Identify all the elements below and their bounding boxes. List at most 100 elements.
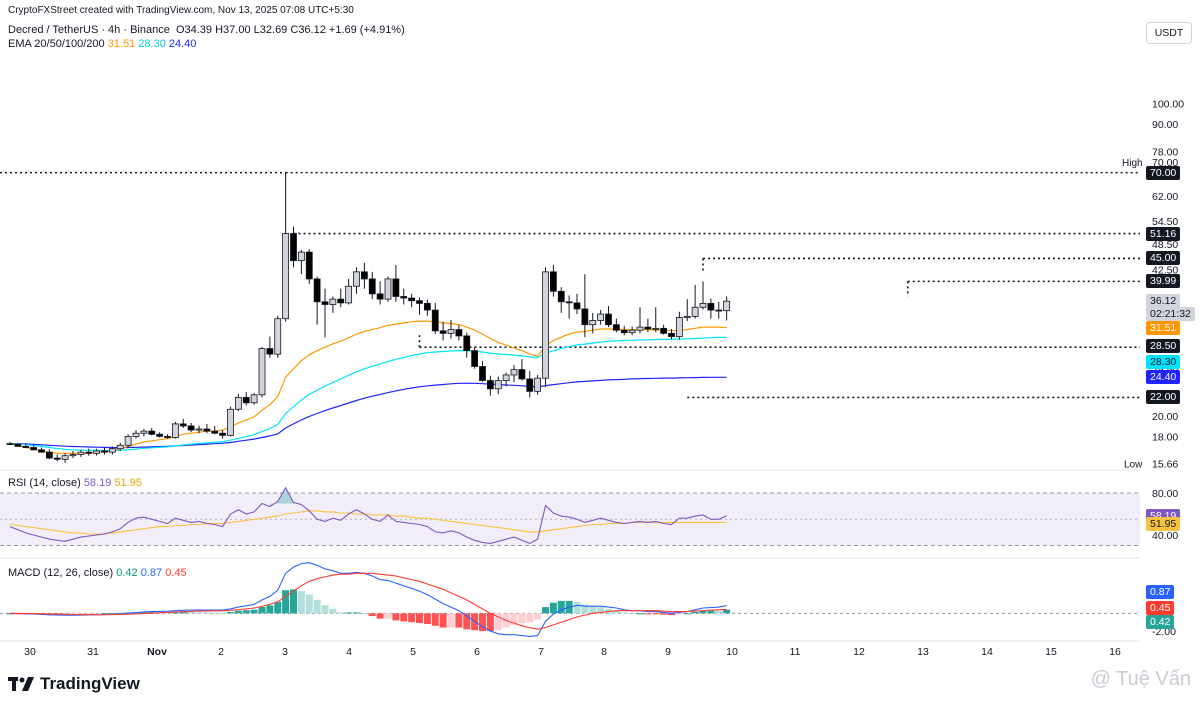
candle-down — [486, 380, 494, 390]
time-tick-label: 2 — [218, 646, 224, 658]
macd-histogram-bar — [620, 612, 628, 614]
candle-up — [297, 251, 305, 262]
ohlc-high: H37.00 — [215, 24, 251, 36]
candle-up — [510, 369, 518, 376]
candle-down — [581, 308, 589, 326]
candle-down — [266, 348, 274, 355]
macd-histogram-bar — [510, 613, 518, 625]
macd-signal-pill: 0.45 — [1146, 601, 1175, 616]
macd-histogram-bar — [581, 604, 589, 614]
macd-histogram-bar — [195, 612, 203, 614]
candle-up — [108, 448, 116, 453]
price-tick-label: 54.50 — [1152, 216, 1178, 228]
macd-histogram-bar — [69, 613, 77, 615]
candle-up — [132, 432, 140, 437]
macd-histogram-bar — [691, 612, 699, 614]
candle-down — [203, 428, 211, 432]
time-tick-label: 12 — [853, 646, 865, 658]
macd-histogram-bar — [423, 613, 431, 624]
time-tick-label: 16 — [1109, 646, 1121, 658]
candle-up — [140, 430, 148, 434]
symbol-legend: Decred / TetherUS · 4h · Binance O34.39 … — [8, 24, 405, 36]
tradingview-logo[interactable]: TradingView — [8, 674, 140, 694]
macd-histogram-bar — [392, 613, 400, 621]
candle-up — [723, 300, 731, 312]
candle-down — [30, 447, 38, 451]
macd-histogram-bar — [282, 590, 290, 614]
price-pill: 22.00 — [1146, 390, 1181, 405]
macd-histogram-bar — [384, 613, 392, 619]
candle-down — [22, 445, 30, 448]
macd-histogram-bar — [179, 611, 187, 614]
ema20-line — [9, 320, 727, 454]
candle-up — [384, 278, 392, 300]
macd-histogram-bar — [85, 613, 93, 615]
candle-down — [38, 449, 45, 453]
candle-up — [699, 303, 707, 308]
macd-histogram-bar — [518, 613, 526, 624]
macd-line-pill: 0.87 — [1146, 584, 1175, 599]
candle-up — [691, 306, 699, 317]
macd-histogram-bar — [148, 611, 156, 614]
macd-histogram-bar — [683, 613, 691, 615]
ema-legend[interactable]: EMA 20/50/100/200 31.51 28.30 24.40 — [8, 38, 196, 50]
candle-up — [171, 423, 179, 438]
candle-up — [652, 327, 660, 330]
price-tick-label: 18.00 — [1152, 431, 1178, 443]
candle-down — [605, 313, 612, 326]
macd-histogram-bar — [321, 605, 329, 614]
credit-text: CryptoFXStreet created with TradingView.… — [8, 5, 354, 16]
macd-histogram-bar — [297, 591, 305, 614]
price-pill: 31.51 — [1146, 320, 1181, 335]
macd-histogram-bar — [305, 594, 313, 614]
candle-up — [77, 451, 85, 455]
macd-histogram-bar — [699, 610, 707, 614]
macd-histogram-bar — [274, 601, 282, 614]
currency-button[interactable]: USDT — [1146, 22, 1192, 44]
macd-legend[interactable]: MACD (12, 26, close) 0.42 0.87 0.45 — [8, 567, 187, 579]
macd-histogram-bar — [227, 611, 234, 614]
candle-down — [612, 324, 620, 331]
macd-line — [9, 562, 727, 637]
price-pill: 39.99 — [1146, 274, 1181, 289]
macd-histogram-bar — [597, 607, 605, 614]
macd-histogram-bar — [290, 589, 297, 614]
macd-histogram-bar — [612, 610, 620, 614]
rsi-tick-label: 80.00 — [1152, 488, 1178, 500]
rsi-legend[interactable]: RSI (14, close) 58.19 51.95 — [8, 477, 142, 489]
macd-histogram-bar — [549, 602, 557, 614]
macd-histogram-bar — [644, 613, 652, 615]
candle-down — [518, 369, 526, 380]
candle-up — [282, 233, 290, 320]
candle-down — [156, 433, 164, 437]
rsi-line — [9, 486, 727, 545]
candle-down — [423, 303, 431, 311]
candle-down — [431, 309, 439, 332]
time-tick-label: 14 — [981, 646, 993, 658]
macd-histogram-bar — [400, 613, 408, 622]
candle-up — [675, 317, 683, 337]
symbol-title[interactable]: Decred / TetherUS · 4h · Binance — [8, 24, 170, 36]
candle-down — [360, 271, 368, 280]
price-tick-label: 48.50 — [1152, 239, 1178, 251]
macd-histogram-bar — [101, 613, 108, 615]
candle-down — [53, 457, 61, 460]
price-pill: 24.40 — [1146, 370, 1181, 385]
time-tick-label: 4 — [346, 646, 352, 658]
macd-histogram-bar — [108, 613, 116, 615]
candle-up — [329, 298, 337, 305]
price-pill: 36.12 — [1146, 294, 1181, 309]
tradingview-brand: TradingView — [40, 674, 140, 693]
candle-up — [124, 436, 132, 446]
candle-down — [313, 278, 321, 303]
countdown-pill: 02:21:32 — [1146, 307, 1195, 322]
candle-down — [219, 432, 227, 436]
price-tick-label: 78.00 — [1152, 147, 1178, 159]
macd-histogram-bar — [431, 613, 439, 626]
candle-up — [345, 285, 353, 304]
time-tick-label: Nov — [147, 646, 167, 658]
price-pill: 28.50 — [1146, 339, 1181, 354]
candle-down — [211, 430, 219, 434]
time-tick-label: 8 — [601, 646, 607, 658]
